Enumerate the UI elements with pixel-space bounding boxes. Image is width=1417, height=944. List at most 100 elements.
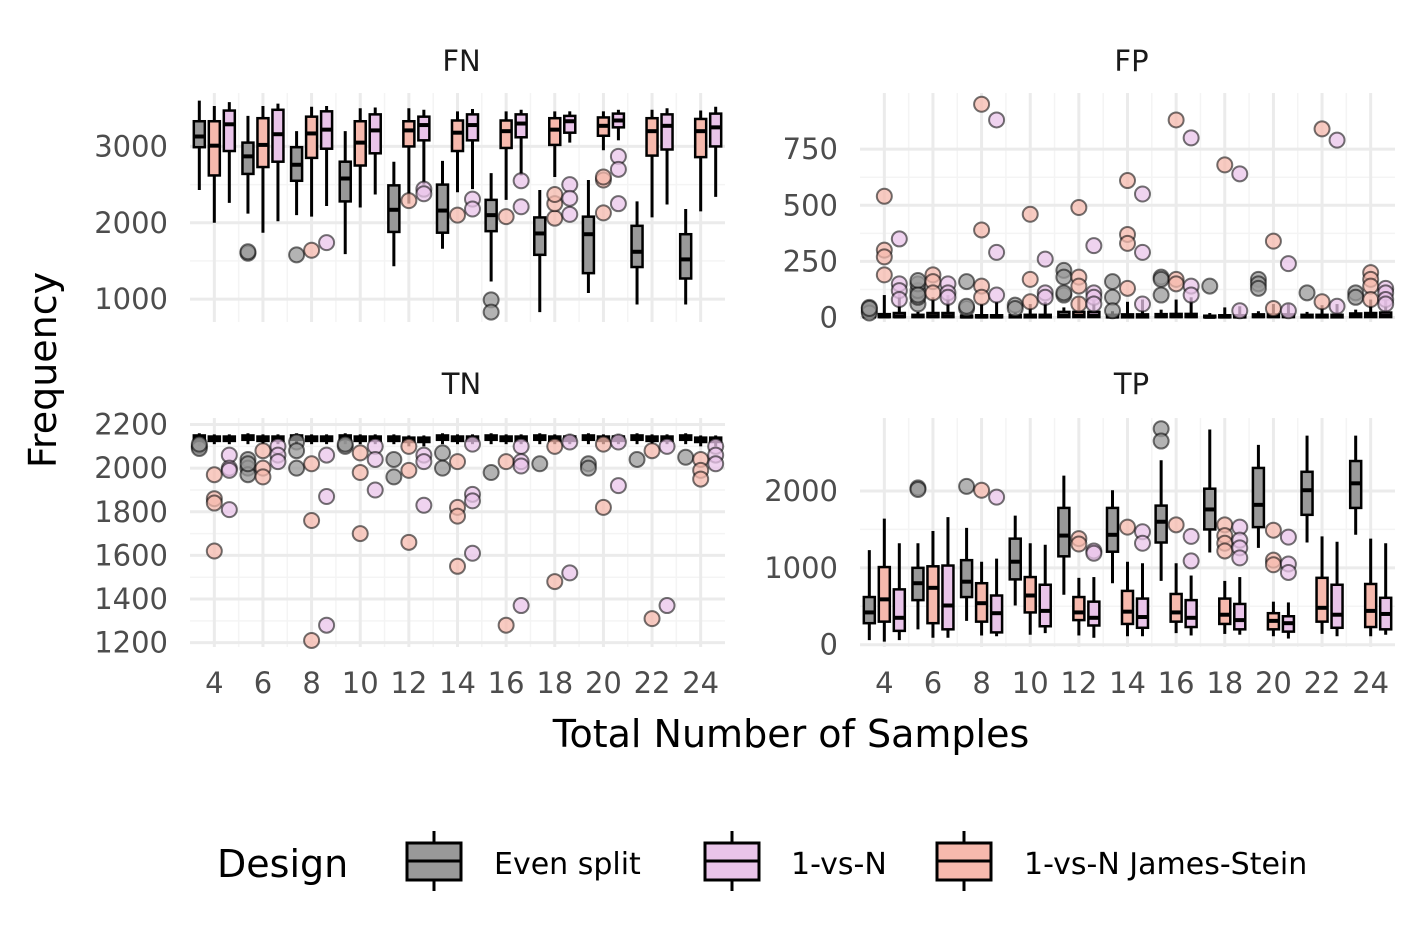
box-mark [609, 109, 627, 213]
outlier-point [1231, 549, 1249, 567]
box-mark [1377, 279, 1395, 319]
outlier-point [1070, 277, 1088, 295]
outlier-point [400, 533, 418, 551]
box [892, 588, 907, 633]
box-mark [594, 111, 612, 222]
box-mark [658, 434, 676, 615]
outlier-point [988, 488, 1006, 506]
box-mark [1216, 156, 1234, 319]
box [1184, 598, 1198, 629]
box-mark [630, 201, 644, 305]
box-mark [464, 434, 481, 562]
box-mark [924, 266, 942, 319]
outlier-point [546, 573, 564, 591]
outlier-point [890, 291, 908, 309]
facet-panel-TN: TN 1200 1400 1600 1800 2000 2200 4 6 8 10 12 14 16 18 2… [94, 367, 725, 700]
outlier-point [546, 437, 564, 455]
outlier-point [400, 192, 418, 210]
outlier-point [1201, 277, 1219, 295]
box-mark [531, 433, 549, 473]
box-mark [1134, 185, 1151, 319]
outlier-point [594, 168, 612, 186]
outlier-point [561, 433, 579, 451]
box-mark [1363, 538, 1378, 637]
legend-label: Even split [494, 847, 641, 882]
box-mark [1300, 435, 1314, 543]
x-tick-label: 8 [302, 666, 320, 700]
box [1169, 592, 1183, 623]
outlier-point [579, 459, 597, 477]
outlier-point [318, 616, 336, 634]
outlier-point [707, 455, 725, 473]
box [1233, 602, 1247, 631]
box-mark [415, 435, 433, 514]
box [926, 565, 940, 625]
box-mark [239, 115, 257, 262]
box-mark [988, 488, 1006, 637]
outlier-point [303, 241, 321, 259]
y-tick-label: 1600 [94, 538, 168, 572]
box-mark [1216, 516, 1234, 634]
outlier-point [434, 444, 451, 462]
box-mark [1070, 530, 1088, 636]
box [941, 564, 955, 631]
box [1154, 504, 1168, 544]
box-mark [909, 479, 927, 630]
outlier-point [988, 111, 1006, 129]
box-mark [877, 518, 892, 642]
outlier-point [1119, 518, 1136, 536]
x-tick-label: 12 [390, 666, 427, 700]
series-1-vs-n [890, 111, 1395, 320]
box [1008, 537, 1022, 581]
outlier-point [1249, 279, 1267, 297]
outlier-point [1328, 297, 1346, 315]
box-mark [1231, 165, 1249, 320]
outlier-point [497, 453, 515, 471]
box-mark [1119, 172, 1136, 319]
box-mark [205, 434, 223, 560]
outlier-point [385, 450, 403, 468]
outlier-point [449, 507, 466, 525]
outlier-point [1055, 268, 1073, 286]
outlier-point [1264, 300, 1282, 318]
box-mark [892, 543, 907, 641]
outlier-point [1231, 302, 1249, 320]
legend-key-1-vs-n [703, 831, 761, 891]
box-mark [862, 550, 877, 641]
outlier-point [1055, 284, 1073, 302]
box-mark [678, 209, 693, 305]
box-mark [1347, 284, 1365, 319]
outlier-point [351, 444, 369, 462]
box-mark [512, 109, 530, 216]
y-tick-label: 2000 [94, 451, 168, 485]
box [645, 116, 659, 157]
outlier-point [449, 453, 466, 471]
outlier-point [1152, 286, 1170, 304]
outlier-point [1085, 544, 1103, 562]
box [499, 119, 513, 150]
box-mark [497, 434, 515, 634]
y-tick-label: 0 [820, 301, 838, 335]
outlier-point [366, 450, 384, 468]
x-tick-label: 22 [634, 666, 671, 700]
outlier-point [1152, 270, 1170, 288]
outlier-point [205, 466, 223, 484]
outlier-point [449, 206, 466, 224]
x-tick-label: 16 [1158, 666, 1195, 700]
box [1135, 597, 1150, 630]
facet-panel-TP: TP 0 1000 2000 4 6 8 10 12 14 16 18 20 22 24 [764, 367, 1395, 700]
outlier-point [482, 303, 500, 321]
outlier-point [939, 288, 957, 306]
x-tick-label: 18 [536, 666, 573, 700]
outlier-point [288, 442, 306, 460]
facet-title: FN [442, 44, 480, 78]
x-tick-label: 12 [1060, 666, 1097, 700]
box-mark [512, 434, 530, 615]
box-mark [1152, 420, 1170, 581]
outlier-point [303, 455, 321, 473]
outlier-point [692, 470, 710, 488]
outlier-point [594, 498, 612, 516]
outlier-point [958, 297, 976, 315]
box-mark [1036, 250, 1054, 319]
